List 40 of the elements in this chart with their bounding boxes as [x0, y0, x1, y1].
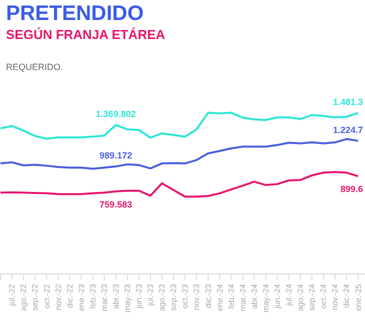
- x-tick-label: jun.-23: [134, 283, 144, 310]
- x-tick-label: dic.-24: [342, 283, 352, 308]
- x-tick-label: feb.-23: [88, 283, 98, 309]
- x-tick-label: sep.-24: [308, 283, 317, 311]
- annotation: 1.481.3: [332, 96, 363, 107]
- x-tick-label: nov.-23: [192, 283, 202, 310]
- x-tick-label: ene.-23: [76, 283, 86, 312]
- data-label: 1.224.7: [332, 124, 363, 135]
- x-tick-label: nov.-24: [330, 283, 340, 310]
- x-tick-label: jul.-22: [8, 283, 17, 307]
- x-tick-label: abr.-23: [112, 283, 120, 309]
- x-tick-label: nov.-22: [54, 283, 63, 310]
- x-tick-label: dic.-22: [65, 283, 74, 308]
- x-tick-label: jun.-24: [273, 283, 282, 310]
- x-tick-label: ago.-24: [296, 283, 306, 312]
- data-label: 759.583: [100, 199, 132, 210]
- x-tick-label: ene.-25: [354, 283, 363, 312]
- chart-subtitle: SEGÚN FRANJA ETÁREA: [6, 27, 166, 42]
- chart-title: PRETENDIDO: [6, 2, 144, 26]
- data-label: 989.172: [100, 150, 132, 160]
- x-tick-label: dic.-23: [204, 283, 213, 308]
- x-tick-label: mar.-24: [238, 283, 248, 312]
- x-tick-label: abr.-24: [250, 283, 259, 309]
- x-tick-label: sep.-23: [169, 283, 178, 311]
- x-tick-label: may.-24: [261, 283, 270, 312]
- x-tick-label: oct.-23: [180, 283, 190, 308]
- annotation: 899.6: [340, 184, 363, 194]
- x-tick-label: ago.-23: [158, 283, 167, 312]
- x-tick-label: ago.-22: [19, 283, 28, 312]
- x-tick-label: may.-23: [123, 283, 132, 312]
- x-tick-label: mar.-23: [100, 283, 109, 312]
- x-tick-label: oct.-24: [319, 283, 328, 308]
- x-tick-label: jul.-23: [146, 283, 156, 307]
- x-tick-label: feb.-24: [226, 283, 236, 309]
- x-tick-label: sep.-22: [30, 283, 40, 311]
- x-tick-label: jul.-24: [284, 283, 294, 307]
- data-label: 1.369.802: [96, 109, 136, 120]
- x-tick-label: ene.-24: [215, 283, 224, 312]
- text: REQUERIDO.: [6, 62, 64, 72]
- x-tick-label: oct.-22: [42, 283, 52, 308]
